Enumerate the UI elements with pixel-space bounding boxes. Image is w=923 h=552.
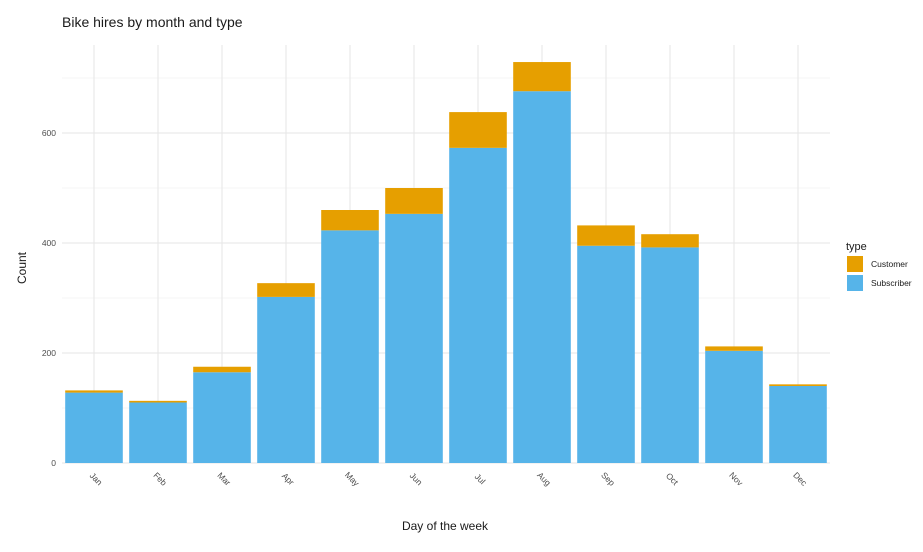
legend-label-subscriber: Subscriber	[871, 278, 912, 288]
bar-customer-dec	[769, 384, 827, 386]
bar-subscriber-jul	[449, 147, 507, 463]
legend-swatch-customer	[847, 256, 863, 272]
bar-subscriber-dec	[769, 386, 827, 463]
bar-subscriber-jun	[385, 213, 443, 463]
legend-swatch-subscriber	[847, 275, 863, 291]
x-axis-ticks: Jan Feb Mar Apr May Jun Jul Aug Sep Oct Nov Dec	[88, 470, 810, 489]
bar-subscriber-oct	[641, 247, 699, 463]
y-axis-ticks: 0 200 400 600	[42, 128, 56, 468]
bar-subscriber-apr	[257, 296, 315, 463]
bar-customer-oct	[641, 234, 699, 248]
x-tick-label: Nov	[727, 470, 745, 488]
bar-subscriber-jan	[65, 392, 123, 463]
bar-customer-jun	[385, 188, 443, 214]
x-tick-label: Sep	[599, 470, 617, 488]
x-tick-label: Oct	[664, 471, 681, 488]
bar-subscriber-mar	[193, 372, 251, 463]
x-tick-label: Aug	[535, 470, 553, 488]
bar-customer-mar	[193, 366, 251, 373]
bar-customer-aug	[513, 62, 571, 92]
y-axis-title: Count	[15, 251, 29, 284]
x-tick-label: Mar	[215, 470, 233, 488]
x-tick-label: Jul	[473, 471, 488, 486]
x-tick-label: Jun	[408, 470, 425, 487]
y-tick-label: 400	[42, 238, 56, 248]
bar-customer-jan	[65, 390, 123, 393]
bar-subscriber-sep	[577, 245, 635, 463]
y-tick-label: 0	[51, 458, 56, 468]
bar-subscriber-feb	[129, 402, 187, 463]
legend-title: type	[846, 241, 867, 253]
y-tick-label: 600	[42, 128, 56, 138]
bar-customer-jul	[449, 112, 507, 148]
x-tick-label: Apr	[280, 471, 297, 488]
bar-subscriber-nov	[705, 350, 763, 463]
bar-customer-may	[321, 210, 379, 231]
legend-items: Customer Subscriber	[847, 256, 912, 291]
y-tick-label: 200	[42, 348, 56, 358]
bar-subscriber-aug	[513, 91, 571, 463]
x-tick-label: May	[343, 470, 362, 489]
legend-label-customer: Customer	[871, 259, 908, 269]
x-tick-label: Feb	[151, 470, 169, 488]
bars-layer	[65, 62, 827, 463]
bar-customer-feb	[129, 400, 187, 403]
bar-customer-sep	[577, 225, 635, 246]
bar-customer-nov	[705, 346, 763, 351]
x-axis-title: Day of the week	[402, 519, 489, 533]
chart-title: Bike hires by month and type	[62, 14, 243, 30]
legend: type Customer Subscriber	[846, 241, 912, 291]
x-tick-label: Dec	[791, 470, 809, 488]
bar-subscriber-may	[321, 230, 379, 463]
x-tick-label: Jan	[88, 470, 105, 487]
bar-customer-apr	[257, 283, 315, 297]
